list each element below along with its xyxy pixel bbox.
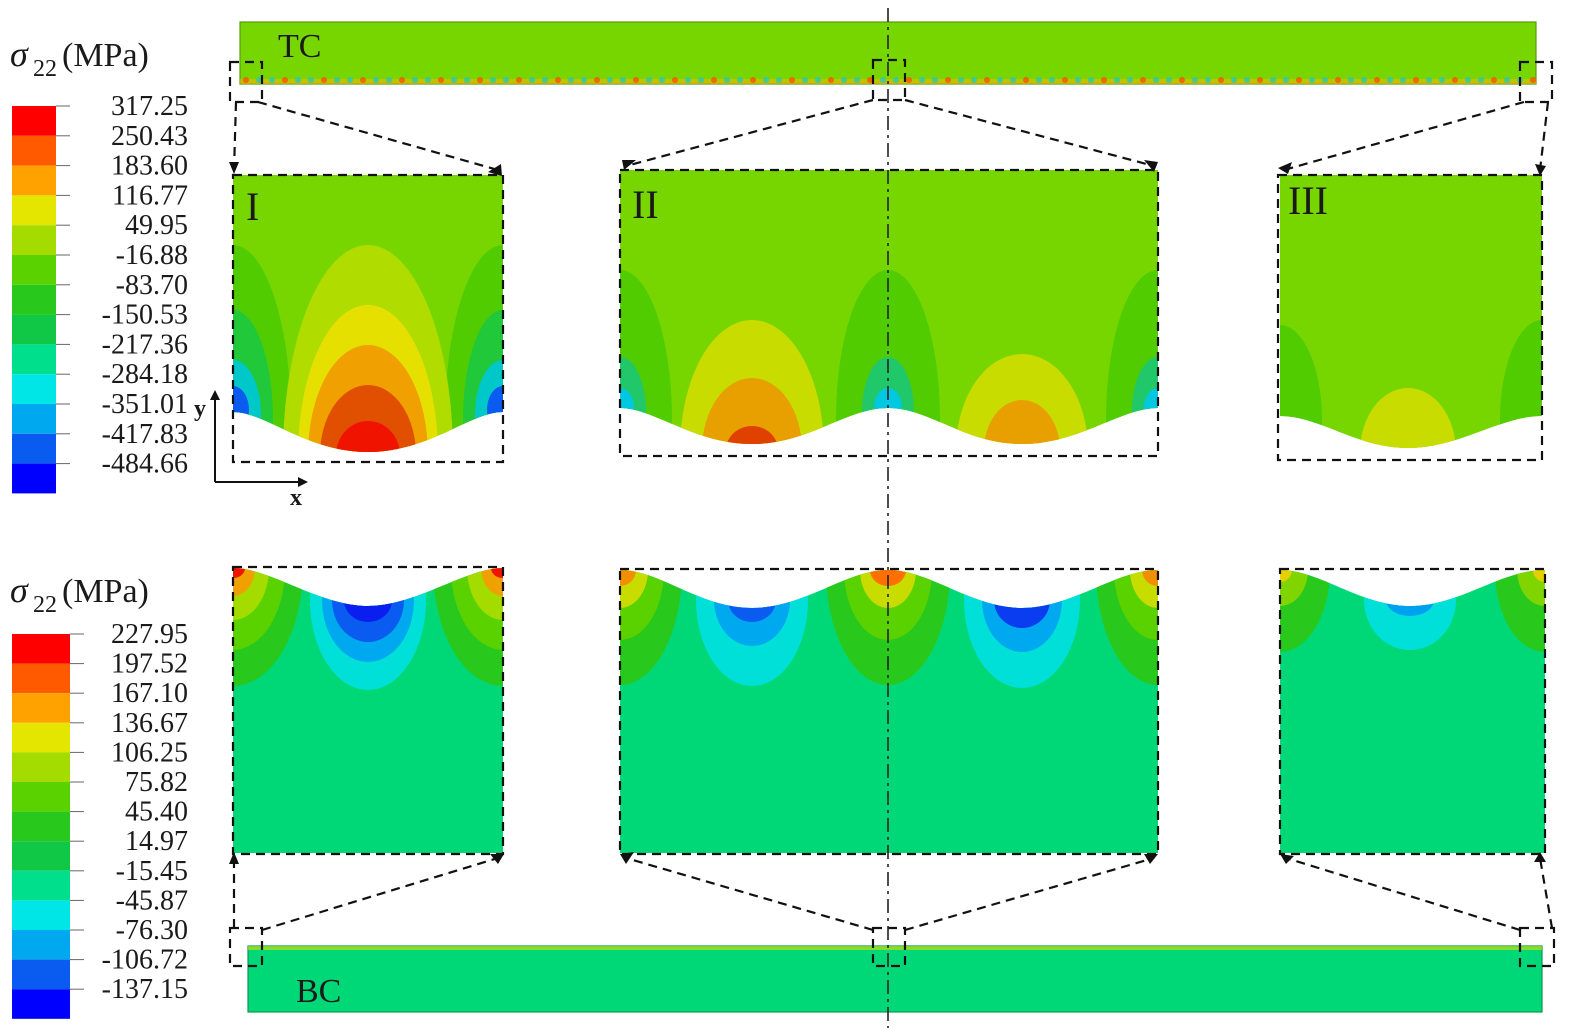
legend-tick-label: -76.30 <box>116 915 188 946</box>
legend-color-band <box>12 811 70 842</box>
region-i-label: I <box>246 184 259 229</box>
source-boxes <box>228 58 1556 968</box>
legend-tick-label: -137.15 <box>102 974 188 1005</box>
legend-tick-label: 317.25 <box>111 91 188 122</box>
region-iii-label: III <box>1288 178 1328 223</box>
legend-tick-label: 75.82 <box>125 767 188 798</box>
legend-color-band <box>12 634 70 664</box>
legend-color-band <box>12 225 56 255</box>
legend-bottom-subscript: 22 <box>33 592 57 618</box>
legend-color-band <box>12 663 70 694</box>
legend-color-band <box>12 135 56 166</box>
legend-tick-label: 167.10 <box>111 678 188 709</box>
legend-tick-label: -45.87 <box>116 885 188 916</box>
bottom-zoom-region-i <box>231 565 505 856</box>
legend-tick-label: 183.60 <box>111 151 188 182</box>
legend-color-band <box>12 782 70 812</box>
bottom-coating-label: BC <box>296 973 341 1010</box>
legend-color-band <box>12 165 56 196</box>
legend-top-symbol: σ <box>10 34 29 74</box>
legend-color-band <box>12 404 56 434</box>
legend-color-band <box>12 344 56 375</box>
legend-color-band <box>12 722 70 753</box>
legend-color-band <box>12 284 56 315</box>
legend-tick-label: 227.95 <box>111 619 188 650</box>
legend-tick-label: -83.70 <box>116 270 188 301</box>
legend-tick-label: -484.66 <box>102 449 188 480</box>
legend-tick-label: -284.18 <box>102 359 188 390</box>
legend-tick-label: -150.53 <box>102 300 188 331</box>
legend-color-band <box>12 959 70 990</box>
top-coating-label: TC <box>278 28 321 65</box>
bottom-zoom-region-ii <box>618 567 1160 856</box>
region-ii-label: II <box>632 182 659 227</box>
legend-color-band <box>12 693 70 723</box>
legend-top: σ 22 (MPa) 317.25250.43183.60116.7749.95… <box>10 34 188 494</box>
legend-tick-label: 106.25 <box>111 737 188 768</box>
x-axis-arrow-icon <box>298 477 308 487</box>
top-zoom-region-ii: II <box>618 168 1160 458</box>
bottom-zoom-region-iii <box>1278 567 1547 856</box>
legend-tick-label: 197.52 <box>111 649 188 680</box>
legend-color-band <box>12 989 70 1019</box>
legend-color-band <box>12 314 56 345</box>
legend-bottom-unit: (MPa) <box>62 573 149 610</box>
zoom-arrows <box>232 98 1554 932</box>
top-zoom-region-iii: III <box>1276 173 1544 462</box>
legend-tick-label: -417.83 <box>102 419 188 450</box>
legend-bottom-colorbar <box>12 634 70 1019</box>
legend-tick-label: 14.97 <box>125 826 188 857</box>
arrow-heads <box>229 160 1546 864</box>
legend-color-band <box>12 255 56 285</box>
legend-color-band <box>12 752 70 782</box>
legend-tick-label: -217.36 <box>102 329 188 360</box>
legend-color-band <box>12 433 56 464</box>
legend-bottom-ticks: 227.95197.52167.10136.67106.2575.8245.40… <box>70 619 188 1005</box>
legend-top-subscript: 22 <box>33 56 57 82</box>
legend-tick-label: -16.88 <box>116 240 188 271</box>
top-zoom-region-i: I <box>231 173 505 464</box>
x-axis-label: x <box>290 485 302 511</box>
coordinate-axes <box>214 396 302 483</box>
y-axis-label: y <box>194 396 206 422</box>
legend-color-band <box>12 870 70 901</box>
legend-tick-label: -351.01 <box>102 389 188 420</box>
legend-color-band <box>12 930 70 960</box>
legend-bottom: σ 22 (MPa) 227.95197.52167.10136.67106.2… <box>10 570 188 1019</box>
legend-color-band <box>12 106 56 136</box>
legend-color-band <box>12 374 56 404</box>
legend-top-ticks: 317.25250.43183.60116.7749.95-16.88-83.7… <box>56 91 188 480</box>
legend-tick-label: 45.40 <box>125 797 188 828</box>
legend-bottom-symbol: σ <box>10 570 29 610</box>
legend-color-band <box>12 195 56 226</box>
bottom-coating-strip: BC <box>247 945 1543 1013</box>
y-axis-arrow-icon <box>210 390 220 400</box>
legend-color-band <box>12 463 56 494</box>
legend-tick-label: 250.43 <box>111 121 188 152</box>
legend-tick-label: -106.72 <box>102 945 188 976</box>
legend-top-unit: (MPa) <box>62 37 149 74</box>
legend-color-band <box>12 841 70 871</box>
legend-tick-label: 116.77 <box>112 180 188 211</box>
legend-top-colorbar <box>12 106 56 494</box>
legend-color-band <box>12 900 70 930</box>
legend-tick-label: 136.67 <box>111 708 188 739</box>
legend-tick-label: -15.45 <box>116 856 188 887</box>
legend-tick-label: 49.95 <box>125 210 188 241</box>
